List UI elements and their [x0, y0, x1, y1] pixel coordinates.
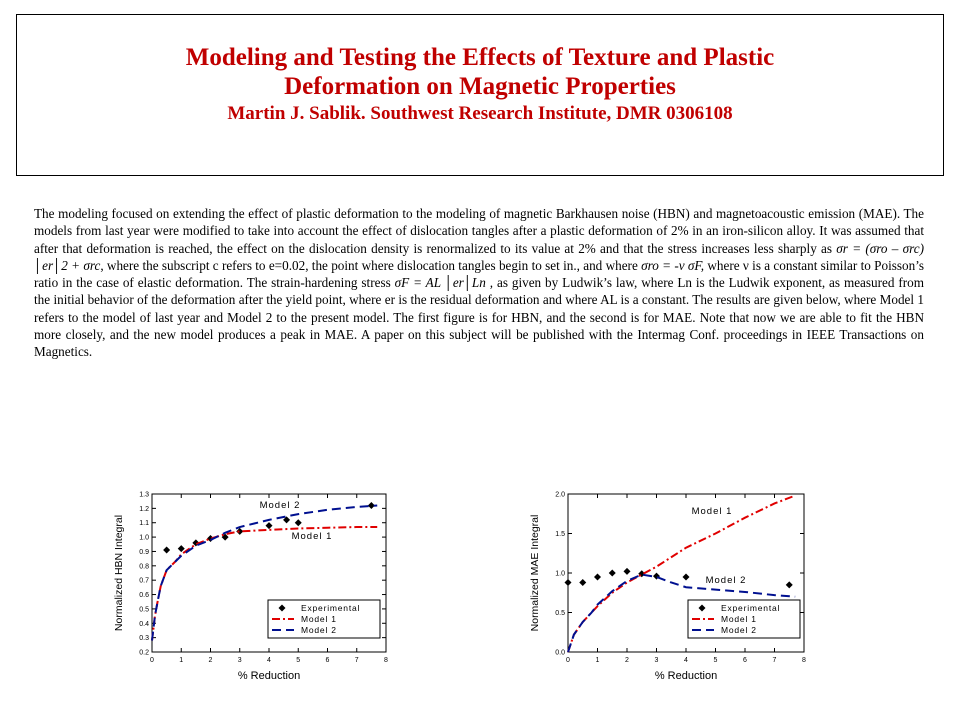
data-point [682, 573, 690, 581]
x-tick-label: 8 [384, 657, 388, 664]
annotation-bg [256, 499, 304, 511]
hbn-chart: 0 1 2 3 4 5 6 7 8 0.2 0.3 0.4 0.5 0.6 0.7 0.8 0.9 1.0 1.1 1… [113, 492, 388, 683]
abstract-text-2: , where the subscript c refers to e=0.02… [100, 257, 638, 273]
y-tick-label: 1.3 [139, 492, 149, 499]
annotation-bg [701, 574, 751, 586]
x-tick-label: 1 [596, 657, 600, 664]
y-tick-label: 0.8 [139, 563, 149, 570]
data-point [236, 527, 244, 535]
equation-stress: σr = (σro – σrc) │er│2 + σrc [34, 240, 924, 273]
x-tick-label: 3 [655, 657, 659, 664]
annotation-label: Model 2 [260, 500, 301, 511]
x-tick-label: 3 [238, 657, 242, 664]
y-tick-label: 0.6 [139, 592, 149, 599]
x-tick-label: 2 [625, 657, 629, 664]
data-point [579, 578, 587, 586]
x-tick-label: 4 [267, 657, 271, 664]
y-tick-label: 0.3 [139, 635, 149, 642]
series-line [151, 504, 378, 641]
x-tick-label: 6 [743, 657, 747, 664]
data-point [594, 573, 601, 581]
x-tick-label: 5 [296, 657, 300, 664]
data-point [564, 578, 572, 586]
abstract-paragraph: The modeling focused on extending the ef… [34, 205, 924, 361]
y-tick-label: 0.5 [555, 610, 565, 617]
x-tick-label: 6 [326, 657, 330, 664]
legend-box [267, 599, 381, 639]
x-tick-label: 2 [209, 657, 213, 664]
y-tick-label: 0.2 [139, 650, 149, 657]
legend-label: Model 1 [721, 614, 757, 624]
annotation-label: Model 1 [692, 506, 733, 517]
data-point [785, 581, 793, 589]
equation-ludwik: σF = AL │er│Ln , [394, 275, 494, 291]
abstract-text-1: The modeling focused on extending the ef… [34, 206, 924, 256]
legend-label: Model 2 [721, 625, 757, 635]
data-point [294, 519, 302, 527]
data-point [608, 569, 616, 577]
x-tick-label: 4 [684, 657, 688, 664]
abstract-text-4: as given by Ludwik’s law, where Ln is th… [34, 275, 925, 360]
y-tick-label: 0.9 [139, 549, 149, 556]
equation-sigma-ro: σro = -ν σF, [641, 257, 705, 273]
y-axis-label: Normalized HBN Integral [113, 515, 125, 631]
series-line [151, 526, 378, 641]
x-tick-label: 8 [802, 657, 806, 664]
y-tick-label: 0.5 [139, 606, 149, 613]
x-axis-label: % Reduction [238, 670, 300, 682]
annotation-bg [288, 530, 336, 542]
title-box: Modeling and Testing the Effects of Text… [16, 14, 944, 176]
data-point [177, 545, 185, 553]
data-point [221, 533, 229, 541]
title-line-1: Modeling and Testing the Effects of Text… [185, 44, 775, 71]
title-line-2: Deformation on Magnetic Properties [284, 73, 676, 100]
data-point [623, 567, 631, 575]
x-tick-label: 7 [355, 657, 359, 664]
annotation-label: Model 2 [706, 575, 747, 586]
data-point [207, 535, 214, 543]
annotation-label: Model 1 [292, 531, 333, 542]
y-tick-label: 1.5 [555, 531, 565, 538]
data-point [163, 546, 171, 554]
x-tick-label: 5 [714, 657, 718, 664]
annotation-bg [688, 505, 736, 517]
y-axis-label: Normalized MAE Integral [529, 515, 541, 632]
legend-label: Model 2 [301, 625, 337, 635]
data-point [283, 516, 291, 524]
x-tick-label: 7 [773, 657, 777, 664]
legend-box [687, 599, 801, 639]
data-point [367, 501, 375, 509]
x-tick-label: 1 [179, 657, 183, 664]
x-axis-label: % Reduction [655, 670, 717, 682]
y-tick-label: 1.2 [139, 506, 149, 513]
author-line: Martin J. Sablik. Southwest Research Ins… [227, 103, 733, 124]
abstract-text-3: where ν is a constant similar to Poisson… [34, 257, 924, 291]
legend-label: Experimental [301, 603, 360, 613]
y-tick-label: 0.4 [139, 621, 149, 628]
data-point [265, 522, 273, 530]
legend-marker [698, 604, 706, 612]
y-tick-label: 0.7 [139, 578, 149, 585]
y-tick-label: 1.1 [139, 520, 149, 527]
y-tick-label: 0.0 [555, 650, 565, 657]
legend-marker [278, 604, 286, 612]
mae-chart: 0 1 2 3 4 5 6 7 8 0.0 0.5 1.0 1.5 2.0 % Reduction Norma… [529, 492, 806, 683]
y-tick-label: 1.0 [555, 571, 565, 578]
x-tick-label: 0 [566, 657, 570, 664]
legend-label: Model 1 [301, 614, 337, 624]
y-tick-label: 2.0 [555, 492, 565, 499]
legend-label: Experimental [721, 603, 780, 613]
x-tick-label: 0 [150, 657, 154, 664]
y-tick-label: 1.0 [139, 535, 149, 542]
data-point [653, 572, 660, 580]
